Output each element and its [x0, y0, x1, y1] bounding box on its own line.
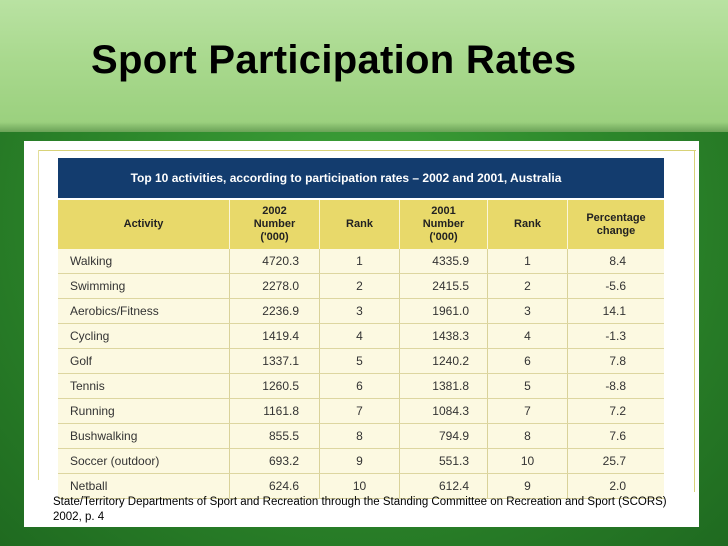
cell-percentage-change: 7.6: [609, 429, 626, 443]
cell-activity: Netball: [58, 474, 230, 498]
cell-2002-number: 4720.3: [230, 249, 320, 273]
cell-2002-number: 1337.1: [230, 349, 320, 373]
cell-percentage-change: 8.4: [609, 254, 626, 268]
cell-2001-rank: 6: [488, 349, 568, 373]
table-row: Netball 624.6 10 612.4 9 2.0: [58, 474, 664, 499]
cell-2002-rank: 10: [320, 474, 400, 498]
cell-2001-number: 551.3: [400, 449, 488, 473]
cell-2001-rank: 8: [488, 424, 568, 448]
cell-2001-rank: 1: [488, 249, 568, 273]
cell-2002-rank: 8: [320, 424, 400, 448]
cell-2001-number: 1381.8: [400, 374, 488, 398]
cell-activity: Walking: [58, 249, 230, 273]
cell-activity: Bushwalking: [58, 424, 230, 448]
frame-line-right: [694, 150, 695, 492]
title-band: [0, 0, 728, 132]
cell-2001-rank: 4: [488, 324, 568, 348]
cell-2001-number: 1084.3: [400, 399, 488, 423]
table-row: Swimming 2278.0 2 2415.5 2 -5.6: [58, 274, 664, 299]
cell-activity: Swimming: [58, 274, 230, 298]
column-header-2001-rank: Rank: [488, 200, 568, 249]
table-row: Cycling 1419.4 4 1438.3 4 -1.3: [58, 324, 664, 349]
cell-2002-number: 1419.4: [230, 324, 320, 348]
cell-2001-number: 1961.0: [400, 299, 488, 323]
column-header-2002-rank: Rank: [320, 200, 400, 249]
cell-percentage-change: 7.8: [609, 354, 626, 368]
cell-2001-rank: 7: [488, 399, 568, 423]
cell-percentage-change: -5.6: [605, 279, 626, 293]
column-header-activity: Activity: [58, 200, 230, 249]
cell-2002-rank: 2: [320, 274, 400, 298]
cell-2002-rank: 6: [320, 374, 400, 398]
cell-2001-number: 2415.5: [400, 274, 488, 298]
cell-2002-rank: 5: [320, 349, 400, 373]
table-row: Golf 1337.1 5 1240.2 6 7.8: [58, 349, 664, 374]
cell-2002-rank: 9: [320, 449, 400, 473]
cell-2002-rank: 4: [320, 324, 400, 348]
cell-2001-number: 1438.3: [400, 324, 488, 348]
table-body: Walking 4720.3 1 4335.9 1 8.4 Swimming 2278.0 2 2…: [58, 249, 664, 499]
cell-2001-number: 1240.2: [400, 349, 488, 373]
cell-percentage-change: 25.7: [602, 454, 626, 468]
cell-percentage-change: -1.3: [605, 329, 626, 343]
cell-activity: Soccer (outdoor): [58, 449, 230, 473]
cell-2001-rank: 3: [488, 299, 568, 323]
cell-activity: Tennis: [58, 374, 230, 398]
cell-2001-number: 794.9: [400, 424, 488, 448]
cell-percentage-change: 7.2: [609, 404, 626, 418]
cell-2001-rank: 9: [488, 474, 568, 498]
cell-2002-number: 2236.9: [230, 299, 320, 323]
slide-title: Sport Participation Rates: [91, 38, 577, 82]
source-citation: State/Territory Departments of Sport and…: [53, 496, 667, 523]
cell-2002-rank: 3: [320, 299, 400, 323]
cell-2002-rank: 1: [320, 249, 400, 273]
participation-table: Top 10 activities, according to particip…: [58, 158, 664, 499]
cell-2001-rank: 2: [488, 274, 568, 298]
cell-percentage-change: 14.1: [602, 304, 626, 318]
column-header-row: Activity 2002 Number ('000) Rank 2001 Nu…: [58, 198, 664, 249]
cell-percentage-change: -8.8: [605, 379, 626, 393]
cell-2002-rank: 7: [320, 399, 400, 423]
table-row: Running 1161.8 7 1084.3 7 7.2: [58, 399, 664, 424]
cell-2002-number: 1161.8: [230, 399, 320, 423]
frame-line-top: [38, 150, 696, 151]
cell-2001-rank: 10: [488, 449, 568, 473]
cell-activity: Cycling: [58, 324, 230, 348]
cell-activity: Aerobics/Fitness: [58, 299, 230, 323]
column-header-percentage-change: Percentage change: [586, 211, 646, 237]
frame-line-left: [38, 150, 39, 480]
cell-2002-number: 2278.0: [230, 274, 320, 298]
cell-2001-number: 4335.9: [400, 249, 488, 273]
cell-2001-number: 612.4: [400, 474, 488, 498]
table-row: Soccer (outdoor) 693.2 9 551.3 10 25.7: [58, 449, 664, 474]
cell-percentage-change: 2.0: [609, 479, 626, 493]
cell-activity: Running: [58, 399, 230, 423]
cell-2001-rank: 5: [488, 374, 568, 398]
column-header-2001-number: 2001 Number ('000): [400, 200, 488, 249]
table-row: Bushwalking 855.5 8 794.9 8 7.6: [58, 424, 664, 449]
table-row: Aerobics/Fitness 2236.9 3 1961.0 3 14.1: [58, 299, 664, 324]
cell-2002-number: 855.5: [230, 424, 320, 448]
cell-2002-number: 1260.5: [230, 374, 320, 398]
column-header-2002-number: 2002 Number ('000): [230, 200, 320, 249]
table-row: Walking 4720.3 1 4335.9 1 8.4: [58, 249, 664, 274]
cell-activity: Golf: [58, 349, 230, 373]
cell-2002-number: 624.6: [230, 474, 320, 498]
cell-2002-number: 693.2: [230, 449, 320, 473]
table-caption: Top 10 activities, according to particip…: [58, 158, 664, 198]
table-row: Tennis 1260.5 6 1381.8 5 -8.8: [58, 374, 664, 399]
